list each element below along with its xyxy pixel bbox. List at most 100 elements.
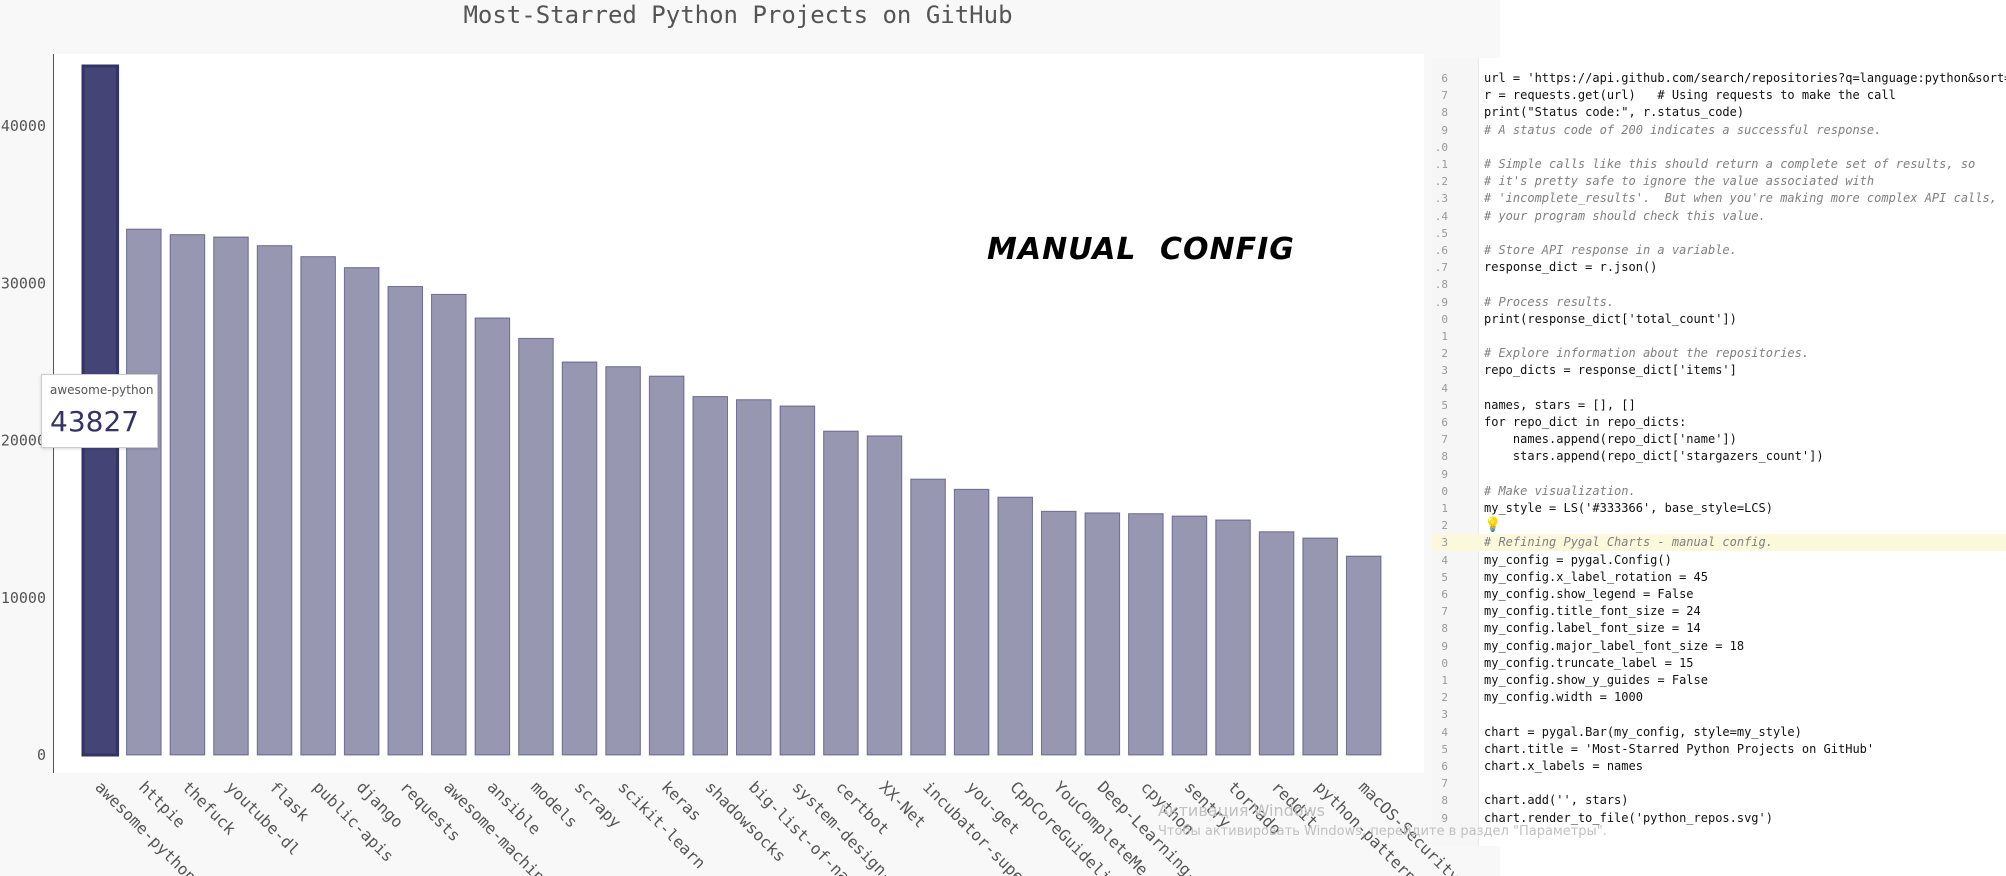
code-text: # A status code of 200 indicates a succe… xyxy=(1484,122,1882,137)
code-line[interactable]: 3 # Refining Pygal Charts - manual config… xyxy=(1432,534,2006,552)
code-line[interactable]: 8 stars.append(repo_dict['stargazers_cou… xyxy=(1432,448,2006,465)
line-number: 6 xyxy=(1441,416,1448,429)
code-editor[interactable]: 6 url = 'https://api.github.com/search/re… xyxy=(1432,58,2006,846)
code-line[interactable]: 5 my_config.x_label_rotation = 45 xyxy=(1432,569,2006,586)
code-line[interactable]: 6 my_config.show_legend = False xyxy=(1432,586,2006,603)
line-number: 6 xyxy=(1441,760,1448,773)
code-line[interactable]: 1 my_style = LS('#333366', base_style=LCS… xyxy=(1432,500,2006,517)
code-line[interactable]: 1 my_config.show_y_guides = False xyxy=(1432,672,2006,689)
code-line[interactable]: 5 names, stars = [], [] xyxy=(1432,397,2006,414)
code-line[interactable]: 2 💡 xyxy=(1432,517,2006,534)
code-line[interactable]: 4 xyxy=(1432,380,2006,397)
code-text: # it's pretty safe to ignore the value a… xyxy=(1484,174,1875,189)
code-line[interactable]: .2 # it's pretty safe to ignore the value… xyxy=(1432,173,2006,190)
code-line[interactable]: 2 my_config.width = 1000 xyxy=(1432,689,2006,706)
chart-bar[interactable] xyxy=(1215,519,1251,756)
code-line[interactable]: 4 my_config = pygal.Config() xyxy=(1432,552,2006,569)
chart-bar[interactable] xyxy=(518,337,554,756)
code-line[interactable]: 8 print("Status code:", r.status_code) xyxy=(1432,104,2006,121)
line-number: 5 xyxy=(1441,398,1448,412)
line-number: 1 xyxy=(1441,674,1448,687)
chart-bar[interactable] xyxy=(866,435,903,756)
windows-activation-watermark: Активация Windows Чтобы активировать Win… xyxy=(1158,800,1607,842)
code-line[interactable]: 8 my_config.label_font_size = 14 xyxy=(1432,620,2006,637)
chart-bar[interactable] xyxy=(126,228,162,756)
code-line[interactable]: .1 # Simple calls like this should return… xyxy=(1432,156,2006,173)
chart-bar[interactable] xyxy=(1258,531,1295,756)
chart-bar[interactable] xyxy=(1345,555,1382,756)
bar-chart: 010000200003000040000awesome-pythonhttpi… xyxy=(1,64,1484,876)
chart-bar[interactable] xyxy=(1128,513,1164,756)
chart-bar[interactable] xyxy=(213,236,249,756)
chart-bar[interactable] xyxy=(997,496,1033,756)
code-line[interactable]: 3 xyxy=(1432,706,2006,723)
code-line[interactable]: 1 xyxy=(1432,328,2006,345)
line-number: .4 xyxy=(1434,209,1448,223)
line-number: 5 xyxy=(1441,570,1448,584)
chart-bar[interactable] xyxy=(823,430,859,756)
chart-bar[interactable] xyxy=(692,396,729,756)
code-line[interactable]: 7 names.append(repo_dict['name']) xyxy=(1432,431,2006,448)
y-tick-label: 40000 xyxy=(1,117,46,135)
chart-bar[interactable] xyxy=(1084,512,1121,756)
code-line[interactable]: 4 chart = pygal.Bar(my_config, style=my_s… xyxy=(1432,724,2006,741)
code-line[interactable]: .0 xyxy=(1432,139,2006,156)
chart-bar[interactable] xyxy=(343,267,380,756)
code-line[interactable]: .6 # Store API response in a variable. xyxy=(1432,242,2006,259)
code-text: # Refining Pygal Charts - manual config. xyxy=(1484,535,1773,550)
code-line[interactable]: 6 url = 'https://api.github.com/search/re… xyxy=(1432,70,2006,87)
code-text: r = requests.get(url) # Using requests t… xyxy=(1484,88,1896,103)
code-text: print(response_dict['total_count']) xyxy=(1484,311,1737,326)
chart-bar[interactable] xyxy=(1302,537,1338,756)
chart-bar[interactable] xyxy=(736,399,772,756)
chart-bar[interactable] xyxy=(256,245,293,756)
line-number: 7 xyxy=(1441,433,1448,447)
code-line[interactable]: .3 # 'incomplete_results'. But when you'r… xyxy=(1432,190,2006,207)
code-line[interactable]: 9 # A status code of 200 indicates a succ… xyxy=(1432,122,2006,139)
code-line[interactable]: 0 my_config.truncate_label = 15 xyxy=(1432,655,2006,672)
code-line[interactable]: 2 # Explore information about the reposit… xyxy=(1432,345,2006,362)
chart-bar[interactable] xyxy=(648,375,685,756)
chart-bar[interactable] xyxy=(953,488,990,756)
code-text: my_config.show_legend = False xyxy=(1484,587,1694,601)
code-line[interactable]: 3 repo_dicts = response_dict['items'] xyxy=(1432,362,2006,379)
chart-bar[interactable] xyxy=(1171,515,1208,756)
code-line[interactable]: 0 print(response_dict['total_count']) xyxy=(1432,311,2006,328)
code-line[interactable]: .4 # your program should check this value… xyxy=(1432,208,2006,225)
chart-bar[interactable] xyxy=(300,256,336,756)
chart-bar[interactable] xyxy=(474,317,511,756)
code-line[interactable]: 6 for repo_dict in repo_dicts: xyxy=(1432,414,2006,431)
line-number: 3 xyxy=(1441,364,1448,378)
y-tick-label: 0 xyxy=(37,746,46,764)
chart-bar[interactable] xyxy=(605,366,641,756)
code-line[interactable]: 7 my_config.title_font_size = 24 xyxy=(1432,603,2006,620)
code-line[interactable]: .8 xyxy=(1432,276,2006,293)
code-line[interactable]: .9 # Process results. xyxy=(1432,294,2006,311)
code-line[interactable]: 7 xyxy=(1432,775,2006,792)
chart-bar[interactable] xyxy=(1040,510,1077,756)
code-line[interactable]: .7 response_dict = r.json() xyxy=(1432,259,2006,276)
chart-bar[interactable] xyxy=(431,293,467,756)
line-number: .1 xyxy=(1434,158,1448,171)
chart-bar[interactable] xyxy=(561,361,598,756)
code-line[interactable]: 9 my_config.major_label_font_size = 18 xyxy=(1432,638,2006,655)
chart-bar[interactable] xyxy=(779,405,816,756)
code-line[interactable]: 9 chart.render_to_file('python_repos.svg'… xyxy=(1432,810,2006,827)
chart-bar[interactable] xyxy=(169,234,206,756)
chart-bar[interactable] xyxy=(387,286,424,756)
code-text: my_config = pygal.Config() xyxy=(1484,552,1672,567)
code-line[interactable]: .5 xyxy=(1432,225,2006,242)
code-text: repo_dicts = response_dict['items'] xyxy=(1484,363,1737,378)
code-line[interactable]: 6 chart.x_labels = names xyxy=(1432,758,2006,775)
lightbulb-icon[interactable]: 💡 xyxy=(1484,517,1502,534)
code-line[interactable]: 8 chart.add('', stars) xyxy=(1432,792,2006,809)
line-number: 3 xyxy=(1441,536,1448,550)
code-line[interactable]: 0 # Make visualization. xyxy=(1432,483,2006,500)
code-text: stars.append(repo_dict['stargazers_count… xyxy=(1484,449,1824,464)
line-number: 1 xyxy=(1441,502,1448,515)
chart-bar[interactable] xyxy=(910,478,946,756)
code-line[interactable]: 7 r = requests.get(url) # Using requests … xyxy=(1432,87,2006,104)
line-number-gutter xyxy=(1432,58,1479,846)
code-line[interactable]: 9 xyxy=(1432,466,2006,483)
code-line[interactable]: 5 chart.title = 'Most-Starred Python Proj… xyxy=(1432,741,2006,758)
